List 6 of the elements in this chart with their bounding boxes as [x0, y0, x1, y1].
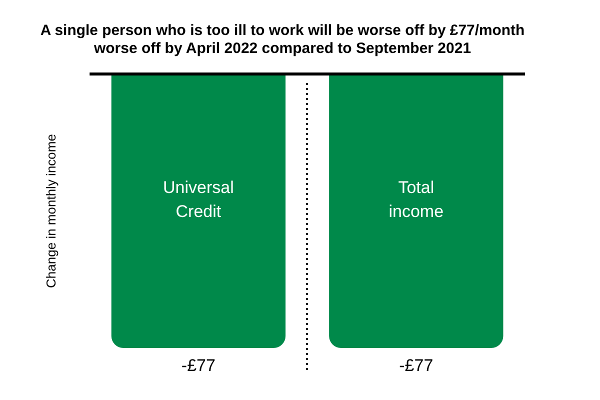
y-axis-title: Change in monthly income [43, 134, 58, 288]
data-label: -£77 [399, 356, 434, 376]
x-tick-label: Total income [388, 178, 444, 221]
data-label: -£77 [181, 356, 216, 376]
chart-title: A single person who is too ill to work will be worse off by £77/month worse off by April 2022 compared to September 2021 [40, 22, 525, 58]
x-tick-label: Universal Credit [163, 178, 234, 221]
